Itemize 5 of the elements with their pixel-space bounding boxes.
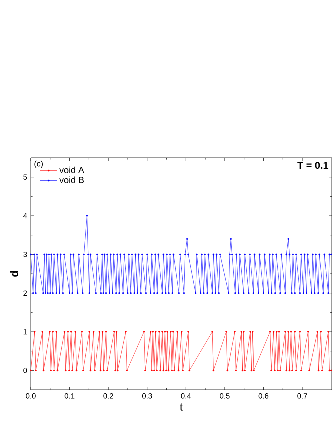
- legend-label: void A: [60, 166, 84, 174]
- legend-label: void B: [60, 176, 84, 184]
- annotation: T = 0.1: [298, 162, 329, 170]
- x-axis-title: t: [180, 404, 183, 411]
- y-axis-title: d: [10, 271, 18, 277]
